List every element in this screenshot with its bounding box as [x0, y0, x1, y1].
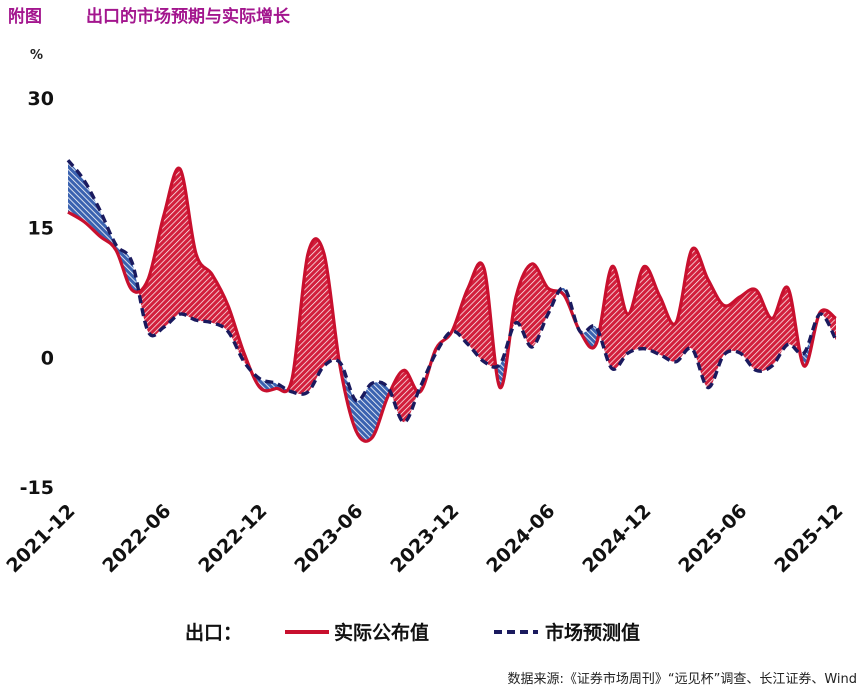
x-tick-label: 2025-06 — [674, 500, 751, 577]
series-expected-line — [66, 159, 838, 424]
legend-expected-swatch — [494, 630, 538, 634]
series-actual-line — [67, 166, 837, 443]
legend-actual-label: 实际公布值 — [334, 622, 430, 644]
source-note: 数据来源:《证券市场周刊》“远见杯”调查、长江证券、Wind — [507, 672, 857, 687]
x-tick-label: 2024-12 — [578, 500, 655, 577]
x-tick-label: 2023-12 — [386, 500, 463, 577]
y-axis-unit: % — [30, 48, 44, 63]
x-tick-label: 2023-06 — [290, 500, 367, 577]
legend-expected-label: 市场预测值 — [545, 622, 641, 644]
y-tick-label: 30 — [28, 88, 54, 110]
x-tick-label: 2022-06 — [98, 500, 175, 577]
legend: 出口： 实际公布值 市场预测值 — [0, 618, 865, 648]
legend-actual-swatch — [285, 630, 329, 634]
x-tick-label: 2024-06 — [482, 500, 559, 577]
y-tick-label: -15 — [20, 477, 54, 499]
figure-label: 附图 — [8, 7, 42, 27]
x-tick-label: 2021-12 — [2, 500, 79, 577]
legend-prefix: 出口： — [185, 622, 243, 644]
x-tick-label: 2025-12 — [770, 500, 847, 577]
x-tick-label: 2022-12 — [194, 500, 271, 577]
y-tick-label: 0 — [41, 347, 54, 369]
chart-title: 出口的市场预期与实际增长 — [86, 7, 290, 27]
y-tick-label: 15 — [28, 218, 54, 240]
